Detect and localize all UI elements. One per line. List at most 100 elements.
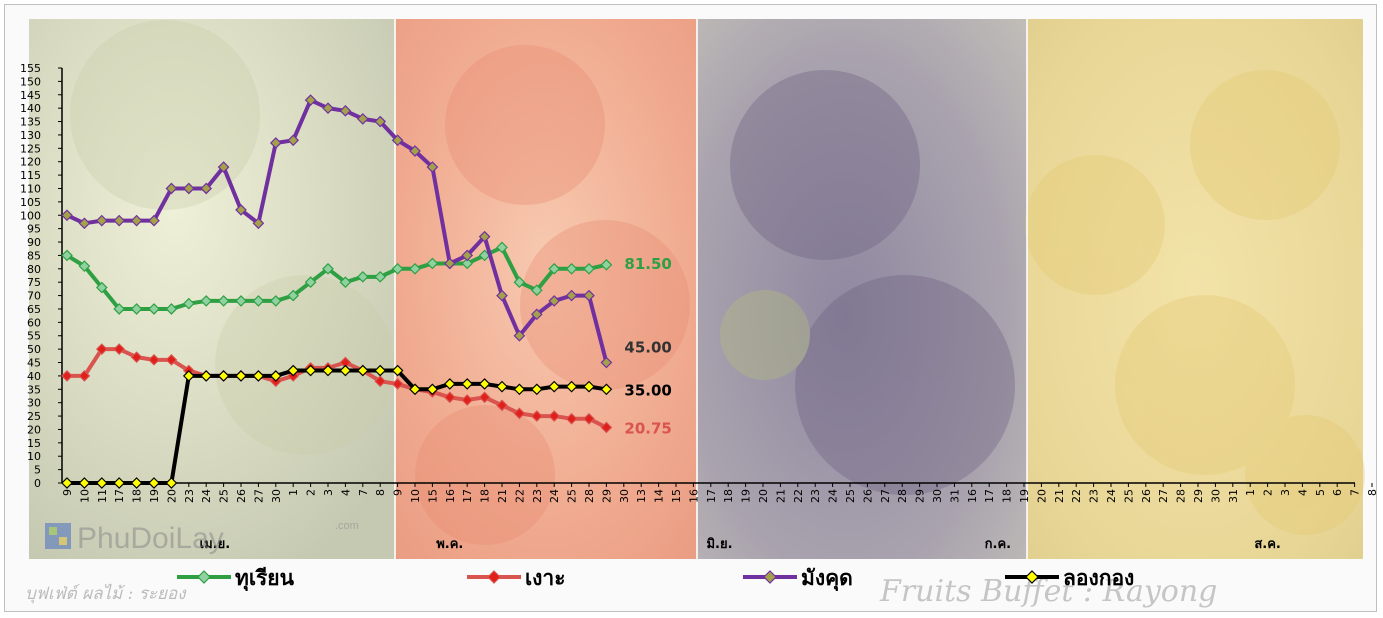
y-tick-label: 120 <box>20 156 41 169</box>
x-tick-label: 25 <box>844 489 857 503</box>
month-labels: เม.ย. พ.ค. มิ.ย. ก.ค. ส.ค. <box>200 537 1281 552</box>
data-point-marker <box>287 289 300 302</box>
data-point-marker <box>461 378 474 390</box>
legend-swatch-marker <box>197 570 211 584</box>
x-tick-label: 7 <box>357 489 370 496</box>
line-chart: 0510152025303540455055606570758085909510… <box>20 19 1378 609</box>
legend-label: มังคุด <box>801 566 853 592</box>
x-tick-label: 20 <box>1035 489 1048 503</box>
y-tick-label: 125 <box>20 142 41 155</box>
data-point-marker <box>374 375 387 388</box>
y-tick-label: 15 <box>27 437 41 450</box>
data-point-marker <box>565 262 578 275</box>
y-tick-labels: 0510152025303540455055606570758085909510… <box>20 62 62 490</box>
x-tick-label: 30 <box>618 489 631 503</box>
y-tick-label: 110 <box>20 182 41 195</box>
data-point-marker <box>478 378 491 390</box>
data-point-marker <box>304 364 317 377</box>
data-point-marker <box>95 214 108 227</box>
data-point-marker <box>409 383 421 396</box>
x-tick-label: 27 <box>879 489 892 503</box>
data-point-marker <box>478 230 491 243</box>
x-tick-label: 2 <box>1262 489 1275 496</box>
y-tick-label: 80 <box>27 263 41 276</box>
data-point-marker <box>113 343 126 355</box>
x-tick-label: 18 <box>1001 489 1014 503</box>
x-tick-label: 21 <box>1053 489 1066 503</box>
y-tick-label: 115 <box>20 169 41 182</box>
y-tick-label: 45 <box>27 357 41 370</box>
data-point-marker <box>530 308 543 321</box>
data-point-marker <box>148 353 160 366</box>
x-tick-label: 30 <box>1209 489 1222 503</box>
month-label: ก.ค. <box>985 537 1011 552</box>
data-point-marker <box>200 370 213 382</box>
x-tick-label: 7 <box>1349 489 1362 496</box>
x-tick-label: 25 <box>566 489 579 503</box>
x-tick-label: 29 <box>600 489 613 503</box>
x-tick-label: 1 <box>287 489 300 496</box>
data-point-marker <box>339 364 352 377</box>
x-tick-label: 25 <box>1122 489 1135 503</box>
y-tick-label: 10 <box>27 450 41 463</box>
x-tick-label: 22 <box>513 489 526 503</box>
data-point-marker <box>148 477 160 489</box>
x-tick-label: 28 <box>896 489 909 503</box>
data-point-marker <box>548 410 561 422</box>
series-group <box>61 94 613 489</box>
data-point-marker <box>61 209 73 222</box>
series-end-label: 45.00 <box>624 339 671 357</box>
data-point-marker <box>530 284 543 297</box>
x-tick-label: 29 <box>914 489 927 503</box>
data-point-marker <box>374 270 387 283</box>
x-tick-label: 24 <box>827 489 840 503</box>
x-tick-label: 23 <box>183 489 196 503</box>
x-tick-label: 27 <box>252 489 265 503</box>
data-point-marker <box>252 217 265 230</box>
data-point-marker <box>461 257 474 270</box>
x-tick-label: 17 <box>705 489 718 503</box>
x-tick-label: 18 <box>131 489 144 503</box>
month-label: มิ.ย. <box>706 537 732 552</box>
data-point-marker <box>148 214 160 227</box>
legend-swatch-marker <box>763 570 777 584</box>
x-tick-label: 16 <box>687 489 700 503</box>
x-tick-label: 22 <box>1070 489 1083 503</box>
x-tick-label: 21 <box>774 489 787 503</box>
x-tick-label: 15 <box>670 489 683 503</box>
data-point-marker <box>78 370 91 382</box>
y-tick-label: 55 <box>27 330 41 343</box>
legend-label: ลองกอง <box>1063 566 1134 590</box>
x-tick-label: 24 <box>548 489 561 503</box>
data-point-marker <box>304 94 317 106</box>
data-point-marker <box>78 217 91 230</box>
data-point-marker <box>391 378 404 390</box>
data-point-marker <box>443 257 456 270</box>
data-point-marker <box>217 370 230 382</box>
series-end-label: 81.50 <box>624 255 671 273</box>
data-point-marker <box>235 204 247 216</box>
x-tick-label: 25 <box>218 489 231 503</box>
data-point-marker <box>478 391 491 404</box>
data-point-marker <box>130 351 143 364</box>
rambutan-panel <box>395 19 697 559</box>
brand-logo-mark <box>45 523 71 549</box>
x-tick-label: 9 <box>392 489 405 496</box>
x-tick-label: 17 <box>983 489 996 503</box>
series-end-label: 20.75 <box>624 419 671 437</box>
x-tick-label: 20 <box>757 489 770 503</box>
x-tick-label: 19 <box>148 489 161 503</box>
english-watermark: Fruits Buffet : Rayong <box>879 574 1217 609</box>
data-point-marker <box>548 295 561 307</box>
x-tick-label: 19 <box>1018 489 1031 503</box>
mangosteen-panel <box>697 19 1027 559</box>
x-tick-label: 28 <box>583 489 596 503</box>
x-tick-label: 31 <box>948 489 961 503</box>
data-point-marker <box>269 295 282 307</box>
data-point-marker <box>565 412 578 425</box>
x-tick-label: 23 <box>531 489 544 503</box>
y-tick-label: 135 <box>20 116 41 129</box>
data-point-marker <box>61 249 73 262</box>
data-point-marker <box>374 364 387 377</box>
data-point-marker <box>391 134 404 147</box>
